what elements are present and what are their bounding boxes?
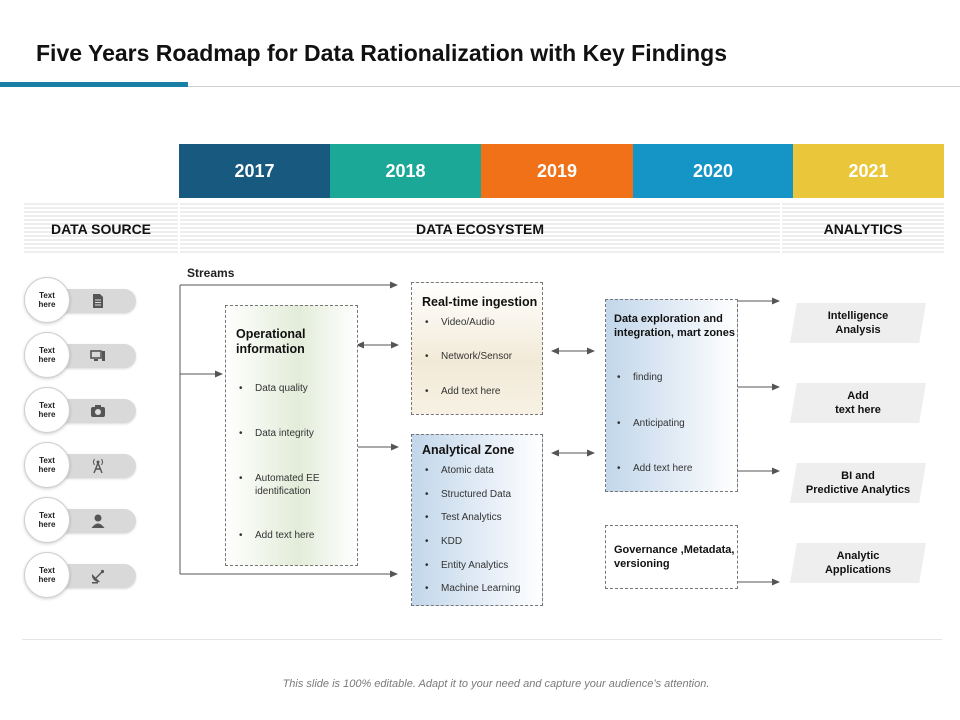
analytical-title: Analytical Zone [422,443,515,457]
page-title: Five Years Roadmap for Data Rationalizat… [36,40,727,66]
year-2021: 2021 [793,144,944,198]
streams-label: Streams [187,266,235,280]
output-analytic-applications: Analytic Applications [790,543,926,583]
band-data-ecosystem: DATA ECOSYSTEM [180,203,780,255]
source-label: Text here [38,511,56,529]
source-label: Text here [38,401,56,419]
operational-item: Automated EE identification [239,472,347,498]
operational-item: Add text here [239,530,315,541]
exploration-box [605,299,738,492]
band-data-source: DATA SOURCE [24,203,178,255]
exploration-title: Data exploration and integration, mart z… [614,313,736,339]
year-2018: 2018 [330,144,481,198]
exploration-item: Anticipating [617,418,685,429]
camera-icon [91,405,105,417]
operational-item: Data quality [239,383,308,394]
operational-box [225,305,358,566]
year-2019: 2019 [481,144,633,198]
realtime-item: Video/Audio [425,317,495,328]
analytical-item: Atomic data [425,465,494,476]
operational-item: Data integrity [239,428,314,439]
output-add-text: Add text here [790,383,926,423]
source-circle: Text here [24,277,70,323]
analytical-item: Machine Learning [425,583,520,594]
source-label: Text here [38,346,56,364]
year-2020: 2020 [633,144,793,198]
exploration-item: Add text here [617,463,693,474]
antenna-icon [93,458,103,474]
analytical-item: Entity Analytics [425,560,508,571]
satellite-dish-icon [91,569,105,584]
operational-title: Operational information [236,327,306,356]
source-circle: Text here [24,552,70,598]
realtime-item: Add text here [425,386,501,397]
source-circle: Text here [24,497,70,543]
exploration-item: finding [617,372,663,383]
band-analytics: ANALYTICS [782,203,944,255]
source-label: Text here [38,566,56,584]
source-circle: Text here [24,387,70,433]
title-accent-bar [0,82,188,87]
governance-box [605,525,738,589]
source-label: Text here [38,456,56,474]
realtime-title: Real-time ingestion [422,295,538,309]
user-icon [91,514,105,528]
source-label: Text here [38,291,56,309]
analytical-item: KDD [425,536,462,547]
footer-divider [22,639,942,640]
footer-note: This slide is 100% editable. Adapt it to… [282,678,710,690]
computer-icon [90,350,105,361]
analytical-item: Test Analytics [425,512,501,523]
output-intelligence-analysis: Intelligence Analysis [790,303,926,343]
title-divider [188,86,960,87]
document-icon [93,294,103,308]
realtime-item: Network/Sensor [425,351,512,362]
analytical-item: Structured Data [425,489,511,500]
source-circle: Text here [24,332,70,378]
governance-title: Governance ,Metadata, versioning [614,544,735,570]
year-2017: 2017 [179,144,330,198]
source-circle: Text here [24,442,70,488]
output-bi-predictive: BI and Predictive Analytics [790,463,926,503]
